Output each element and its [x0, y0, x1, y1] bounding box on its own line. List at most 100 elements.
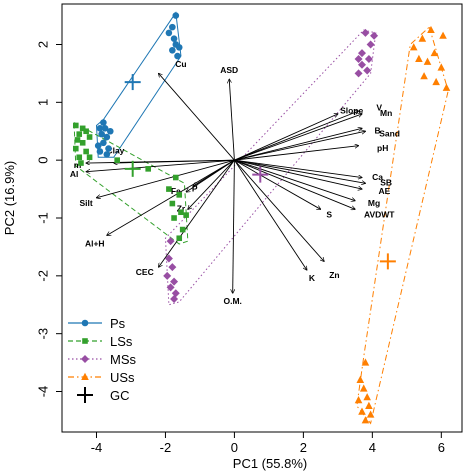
loading-arrow: [86, 159, 235, 172]
point-mss: [363, 66, 372, 75]
point-ps: [103, 133, 111, 141]
loading-arrow: [234, 111, 358, 161]
loading-arrow: [234, 159, 362, 177]
point-lss: [176, 192, 183, 198]
hull-lss: [73, 121, 189, 245]
loading-label: m: [74, 160, 82, 170]
loading-arrow: [234, 114, 337, 161]
point-uss: [420, 72, 428, 80]
point-uss: [423, 57, 432, 65]
loading-arrow: [234, 146, 358, 161]
loading-arrow: [234, 159, 324, 261]
point-ps: [98, 130, 105, 138]
point-uss: [361, 416, 370, 424]
loading-arrow: [107, 159, 235, 235]
point-lss: [176, 235, 183, 242]
point-lss: [114, 157, 120, 163]
legend-marker-gc: [77, 387, 93, 403]
loading-arrow: [234, 159, 365, 183]
legend-marker-lss: [82, 338, 88, 344]
point-uss: [356, 375, 365, 383]
y-tick-label: -4: [35, 386, 50, 398]
y-tick-label: 0: [35, 157, 50, 164]
loading-label: Cu: [175, 59, 186, 69]
loading-label: B: [374, 125, 380, 135]
loading-label: Fe: [171, 186, 181, 196]
point-ps: [96, 148, 104, 155]
point-uss: [430, 48, 439, 57]
point-mss: [170, 294, 179, 303]
group-centroids: [124, 74, 396, 270]
point-lss: [86, 134, 93, 140]
legend-label: Ps: [110, 316, 126, 331]
y-axis-title: PC2 (16.9%): [2, 161, 17, 235]
loading-label: K: [309, 273, 316, 283]
loading-label: Al+H: [85, 238, 105, 248]
x-tick-label: -4: [91, 440, 103, 455]
legend-label: USs: [110, 370, 135, 385]
legend-label: LSs: [110, 334, 133, 349]
point-ps: [170, 35, 178, 43]
point-uss: [366, 410, 375, 418]
data-points: [72, 12, 451, 424]
loading-label: AE: [379, 186, 391, 196]
hull-mss: [164, 29, 377, 306]
loading-label: Ca: [372, 172, 383, 182]
legend-marker-uss: [81, 372, 89, 380]
x-tick-label: 6: [438, 440, 445, 455]
y-tick-label: 2: [35, 41, 50, 48]
loading-label: V: [376, 102, 382, 112]
centroid-uss: [379, 253, 396, 270]
point-uss: [415, 54, 423, 62]
point-ps: [174, 52, 181, 60]
point-uss: [442, 83, 451, 91]
loading-arrow: [234, 159, 320, 209]
point-lss: [79, 140, 86, 146]
loading-arrow: [86, 159, 235, 163]
point-ps: [172, 12, 180, 19]
loading-arrow: [159, 159, 235, 267]
point-mss: [358, 60, 366, 69]
loading-arrow: [234, 131, 365, 161]
loading-label: pH: [377, 143, 388, 153]
point-lss: [72, 145, 79, 152]
legend-marker-ps: [81, 319, 89, 327]
loading-label: Zr: [177, 204, 186, 214]
legend-marker-mss: [81, 355, 89, 363]
point-ps: [103, 151, 111, 158]
point-lss: [86, 154, 93, 161]
centroid-ps: [124, 74, 141, 91]
point-uss: [358, 407, 366, 415]
x-tick-label: -2: [160, 440, 172, 455]
plot-frame: [61, 3, 463, 433]
point-lss: [79, 125, 86, 132]
point-ps: [100, 119, 107, 126]
point-mss: [168, 263, 177, 272]
loading-label: S: [326, 209, 332, 219]
point-uss: [418, 34, 427, 42]
point-uss: [437, 63, 446, 71]
point-lss: [72, 122, 79, 129]
point-ps: [105, 145, 112, 152]
point-lss: [169, 200, 176, 207]
point-mss: [166, 237, 175, 246]
point-ps: [100, 139, 107, 147]
point-uss: [361, 358, 370, 366]
x-tick-label: 2: [300, 440, 307, 455]
point-lss: [183, 212, 189, 218]
loading-arrow: [229, 79, 235, 161]
point-lss: [83, 128, 89, 135]
point-ps: [106, 127, 114, 135]
point-lss: [78, 160, 84, 166]
loading-label: Zn: [329, 270, 339, 280]
point-mss: [170, 277, 179, 286]
loading-arrow: [159, 73, 235, 161]
point-ps: [169, 23, 176, 31]
point-uss: [409, 43, 418, 51]
loading-label: ASD: [220, 65, 238, 75]
x-tick-label: 4: [369, 440, 376, 455]
y-tick-label: -1: [35, 212, 50, 224]
point-ps: [96, 125, 104, 132]
loading-label: Clay: [106, 146, 124, 156]
